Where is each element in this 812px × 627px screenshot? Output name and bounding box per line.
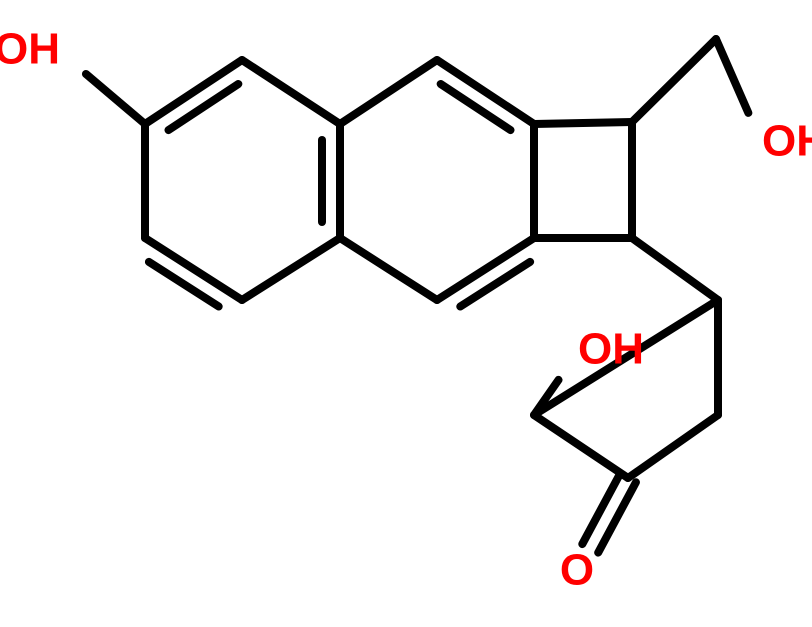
o-label: O: [560, 546, 594, 595]
bond: [534, 122, 632, 124]
bond: [534, 415, 628, 478]
bond: [86, 74, 145, 124]
bond: [242, 238, 340, 300]
oh-label: OH: [762, 117, 812, 166]
bond: [632, 238, 718, 300]
oh-label: OH: [0, 25, 60, 74]
bond: [632, 39, 716, 122]
bond: [598, 482, 636, 552]
bond: [582, 474, 620, 544]
bond: [441, 84, 511, 130]
bond: [340, 60, 437, 124]
bond: [168, 84, 238, 130]
bond: [460, 262, 530, 307]
bond: [340, 238, 437, 300]
oh-label: OH: [578, 325, 644, 374]
bond: [149, 262, 219, 307]
bond: [716, 39, 748, 113]
bond: [242, 60, 340, 124]
bond: [628, 415, 718, 478]
molecule-diagram: OH OH OH O: [0, 0, 812, 627]
